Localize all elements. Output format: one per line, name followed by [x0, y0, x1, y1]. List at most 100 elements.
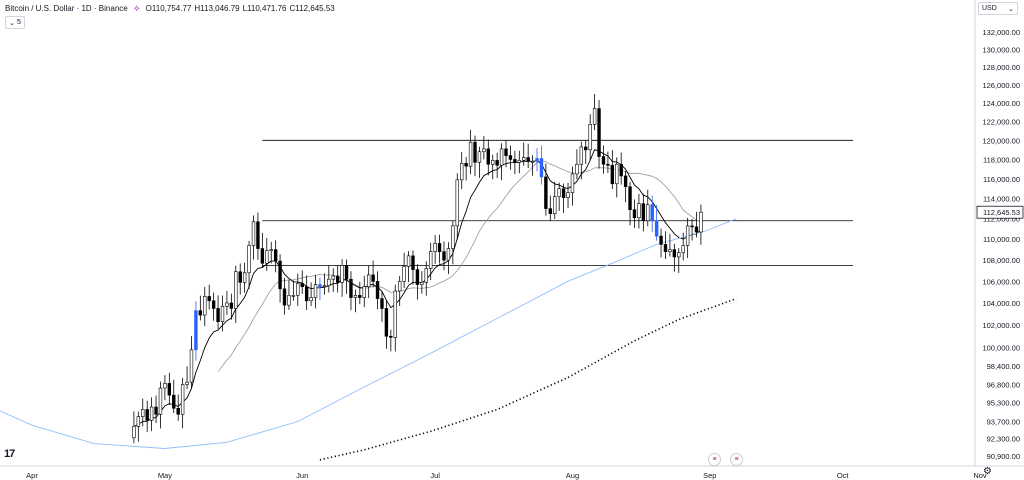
- candle-body[interactable]: [358, 295, 362, 298]
- time-axis[interactable]: Apr May Jun Jul Aug Sep Oct Nov: [26, 471, 987, 480]
- candle-body[interactable]: [176, 407, 180, 415]
- candle-body[interactable]: [141, 409, 145, 417]
- candle-body[interactable]: [220, 305, 225, 323]
- candle-body[interactable]: [291, 295, 296, 297]
- candle-body[interactable]: [681, 245, 685, 254]
- candle-body[interactable]: [690, 225, 694, 228]
- candle-body[interactable]: [194, 310, 198, 351]
- candle-body[interactable]: [491, 160, 495, 165]
- candle-body[interactable]: [601, 156, 606, 165]
- candle-body[interactable]: [402, 266, 406, 282]
- candle-body[interactable]: [229, 302, 234, 309]
- candle-body[interactable]: [211, 300, 216, 309]
- candle-body[interactable]: [349, 278, 353, 298]
- chart-settings-icon[interactable]: ⚙: [983, 466, 992, 477]
- candle-body[interactable]: [185, 381, 189, 385]
- candle-body[interactable]: [677, 252, 681, 258]
- candle-body[interactable]: [557, 188, 561, 197]
- candle-body[interactable]: [455, 179, 459, 227]
- candle-body[interactable]: [597, 108, 601, 157]
- candle-body[interactable]: [384, 308, 389, 337]
- tradingview-logo[interactable]: 17: [4, 448, 15, 460]
- candle-body[interactable]: [158, 387, 163, 415]
- candle-body[interactable]: [340, 265, 344, 283]
- candle-body[interactable]: [570, 173, 575, 193]
- candle-body[interactable]: [632, 209, 637, 219]
- candle-body[interactable]: [672, 249, 677, 258]
- candle-body[interactable]: [499, 148, 504, 166]
- candle-body[interactable]: [433, 243, 437, 252]
- candle-body[interactable]: [428, 251, 433, 269]
- candle-body[interactable]: [189, 349, 194, 383]
- candle-body[interactable]: [238, 271, 242, 283]
- candle-body[interactable]: [411, 255, 415, 270]
- candle-body[interactable]: [588, 124, 592, 151]
- candle-body[interactable]: [641, 203, 646, 222]
- candle-body[interactable]: [420, 282, 424, 285]
- candle-body[interactable]: [579, 146, 584, 165]
- candle-body[interactable]: [362, 286, 366, 298]
- candle-body[interactable]: [424, 268, 428, 283]
- candle-body[interactable]: [282, 288, 287, 306]
- candle-body[interactable]: [132, 426, 136, 439]
- candle-body[interactable]: [393, 290, 397, 338]
- candle-body[interactable]: [149, 406, 154, 421]
- candle-body[interactable]: [167, 383, 172, 396]
- candle-body[interactable]: [477, 151, 482, 163]
- candle-body[interactable]: [335, 275, 340, 283]
- candle-body[interactable]: [504, 148, 508, 156]
- candle-body[interactable]: [318, 284, 322, 288]
- candle-body[interactable]: [615, 163, 619, 185]
- candle-body[interactable]: [685, 225, 690, 246]
- candle-body[interactable]: [548, 208, 553, 214]
- candle-body[interactable]: [699, 211, 703, 233]
- candle-body[interactable]: [451, 225, 455, 249]
- candle-body[interactable]: [256, 221, 260, 249]
- candle-body[interactable]: [353, 295, 358, 298]
- indicators-collapse-button[interactable]: ⌄ 5: [5, 16, 25, 29]
- candle-body[interactable]: [375, 281, 380, 299]
- candle-body[interactable]: [610, 164, 615, 185]
- candle-body[interactable]: [628, 186, 632, 210]
- candle-body[interactable]: [397, 281, 402, 292]
- candle-body[interactable]: [539, 158, 544, 178]
- candle-body[interactable]: [172, 394, 176, 409]
- candle-body[interactable]: [247, 245, 251, 274]
- candle-body[interactable]: [486, 148, 490, 165]
- candle-body[interactable]: [553, 196, 557, 214]
- candle-body[interactable]: [380, 298, 384, 309]
- candle-body[interactable]: [606, 163, 610, 166]
- candle-body[interactable]: [225, 302, 229, 307]
- candle-body[interactable]: [637, 203, 641, 219]
- candle-body[interactable]: [327, 278, 331, 286]
- candle-body[interactable]: [331, 275, 335, 280]
- candle-body[interactable]: [592, 108, 597, 125]
- candle-body[interactable]: [473, 141, 477, 163]
- candle-body[interactable]: [313, 284, 318, 298]
- candle-body[interactable]: [278, 260, 282, 290]
- candle-body[interactable]: [654, 220, 659, 237]
- candle-body[interactable]: [296, 283, 300, 296]
- horizontal-levels[interactable]: [262, 139, 853, 266]
- candle-body[interactable]: [260, 248, 265, 264]
- candles[interactable]: [132, 93, 703, 444]
- candle-body[interactable]: [251, 221, 256, 246]
- price-axis[interactable]: 132,000.00 130,000.00 128,000.00 126,000.00…: [976, 28, 1024, 461]
- candle-body[interactable]: [460, 162, 464, 181]
- candle-body[interactable]: [437, 243, 442, 252]
- candle-body[interactable]: [535, 158, 539, 162]
- candle-body[interactable]: [287, 295, 291, 306]
- candle-body[interactable]: [561, 188, 566, 198]
- candle-body[interactable]: [300, 283, 304, 288]
- candle-body[interactable]: [366, 274, 371, 288]
- us-flag-event-icon[interactable]: ≡: [730, 453, 743, 466]
- candle-body[interactable]: [668, 249, 672, 252]
- candle-body[interactable]: [154, 406, 158, 415]
- candle-body[interactable]: [530, 161, 535, 163]
- candle-body[interactable]: [468, 141, 473, 167]
- currency-selector[interactable]: USD ⌄: [978, 2, 1018, 15]
- candle-body[interactable]: [575, 163, 579, 175]
- candle-body[interactable]: [517, 160, 522, 163]
- candle-body[interactable]: [566, 192, 570, 198]
